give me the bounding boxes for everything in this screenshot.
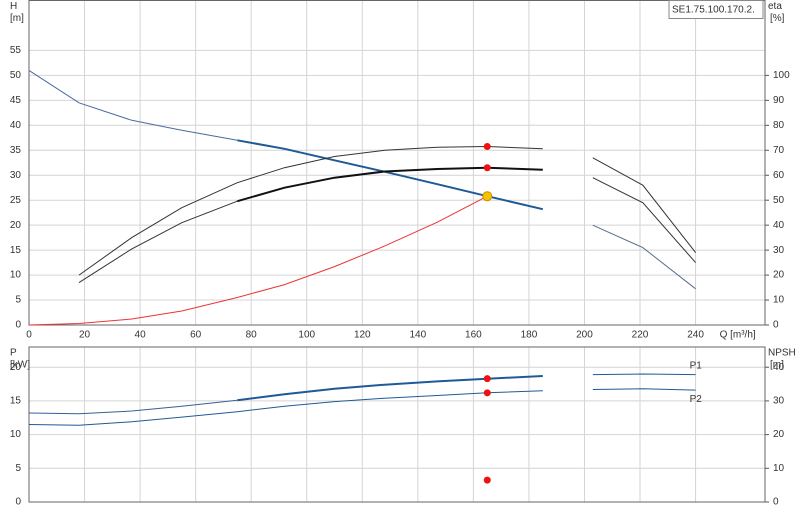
operating-point <box>482 191 493 202</box>
x-tick-label: 20 <box>79 330 91 341</box>
y-tick-label: 25 <box>10 195 22 206</box>
y-tick-label: 45 <box>10 95 22 106</box>
y-tick-label: 15 <box>10 245 22 256</box>
x-tick-label: 40 <box>135 330 147 341</box>
curve <box>28 195 488 326</box>
y2-axis-unit: [m] <box>770 360 784 371</box>
x-tick-label: 180 <box>521 330 538 341</box>
curve-label: P1 <box>690 360 703 371</box>
y2-tick-label: 60 <box>773 170 785 181</box>
y2-axis-unit: [%] <box>770 13 785 24</box>
y-tick-label: 15 <box>10 396 22 407</box>
x-tick-label: 80 <box>246 330 258 341</box>
operating-point <box>483 476 491 484</box>
y-tick-label: 20 <box>10 362 22 373</box>
y2-tick-label: 50 <box>773 195 785 206</box>
y-tick-label: 5 <box>15 463 21 474</box>
y-tick-label: 50 <box>10 70 22 81</box>
y-tick-label: 10 <box>10 270 22 281</box>
y2-tick-label: 10 <box>773 463 785 474</box>
curve <box>78 145 696 276</box>
plot-area <box>29 347 765 502</box>
x-tick-label: 120 <box>354 330 371 341</box>
curve <box>28 399 238 415</box>
y2-tick-label: 40 <box>773 362 785 373</box>
x-tick-label: 220 <box>632 330 649 341</box>
plot-frame <box>28 0 766 326</box>
curve <box>28 388 696 426</box>
x-tick-label: 200 <box>576 330 593 341</box>
y-tick-label: 10 <box>10 429 22 440</box>
y2-axis-label: eta <box>768 1 782 12</box>
y2-tick-label: 100 <box>773 70 790 81</box>
y-tick-label: 5 <box>15 295 21 306</box>
y2-tick-label: 70 <box>773 145 785 156</box>
x-tick-label: 0 <box>26 330 32 341</box>
y-tick-label: 20 <box>10 220 22 231</box>
y2-tick-label: 10 <box>773 295 785 306</box>
x-tick-label: 60 <box>190 330 202 341</box>
operating-point <box>483 164 491 172</box>
y2-tick-label: 20 <box>773 429 785 440</box>
y2-tick-label: 30 <box>773 396 785 407</box>
y2-tick-label: 20 <box>773 270 785 281</box>
y2-axis-label: NPSH <box>768 348 796 359</box>
y-axis-label: P <box>10 348 17 359</box>
y-axis-unit: [m] <box>10 13 24 24</box>
y-tick-label: 55 <box>10 45 22 56</box>
y-tick-label: 0 <box>15 320 21 331</box>
operating-point <box>483 375 491 383</box>
curve <box>78 177 696 284</box>
x-axis-label: Q [m³/h] <box>720 330 756 341</box>
model-name: SE1.75.100.170.2. <box>672 5 755 16</box>
curve <box>592 373 696 376</box>
plot-area <box>29 0 765 325</box>
y-tick-label: 40 <box>10 120 22 131</box>
x-tick-label: 140 <box>409 330 426 341</box>
model-box <box>668 0 764 19</box>
x-tick-label: 160 <box>465 330 482 341</box>
y-tick-label: 0 <box>15 497 21 508</box>
y-axis-label: H <box>10 1 17 12</box>
y-axis-unit: [kW] <box>10 360 30 371</box>
operating-point <box>483 389 491 397</box>
y2-tick-label: 0 <box>773 497 779 508</box>
operating-point <box>483 143 491 151</box>
y-tick-label: 35 <box>10 145 22 156</box>
y2-tick-label: 0 <box>773 320 779 331</box>
y-tick-label: 30 <box>10 170 22 181</box>
y2-tick-label: 80 <box>773 120 785 131</box>
x-tick-label: 240 <box>687 330 704 341</box>
curve-label: P2 <box>690 394 703 405</box>
x-tick-label: 100 <box>298 330 315 341</box>
y2-tick-label: 90 <box>773 95 785 106</box>
curve <box>28 69 238 141</box>
y2-tick-label: 40 <box>773 220 785 231</box>
curve <box>592 224 696 290</box>
y2-tick-label: 30 <box>773 245 785 256</box>
